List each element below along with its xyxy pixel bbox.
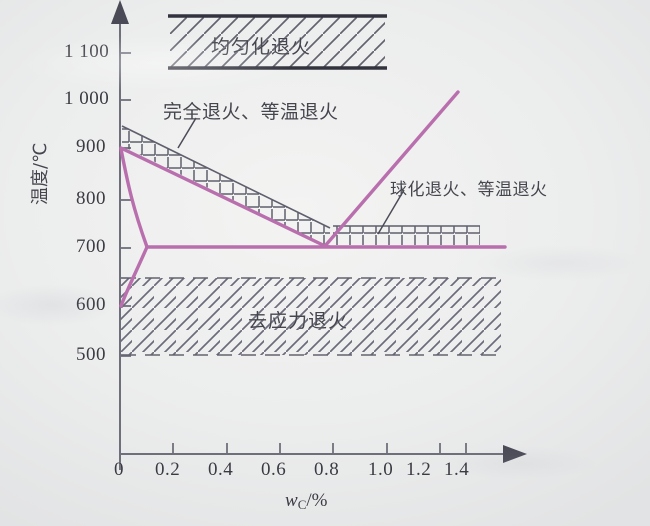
y-tick-900: 900 <box>76 136 106 157</box>
label-stress-relief: 去应力退火 <box>248 310 349 332</box>
y-tick-1000: 1 000 <box>64 88 110 109</box>
line-alpha-gamma <box>119 147 149 249</box>
region-spheroidizing <box>333 225 480 245</box>
region-stress-relief <box>121 277 501 356</box>
x-tick-08: 0.8 <box>314 459 340 480</box>
line-a3 <box>119 146 327 248</box>
x-axis-title: wC/% <box>285 490 327 513</box>
label-full-annealing: 完全退火、等温退火 <box>163 101 339 123</box>
region-full-annealing <box>121 125 331 247</box>
region-homogenizing <box>168 14 387 70</box>
x-axis-ticks <box>172 443 467 454</box>
line-acm <box>323 90 460 248</box>
x-tick-04: 0.4 <box>208 459 234 480</box>
x-axis-title-unit: /% <box>306 490 328 511</box>
x-tick-12: 1.2 <box>406 459 432 480</box>
label-homogenizing: 均匀化退火 <box>211 36 312 58</box>
y-tick-1100: 1 100 <box>64 41 110 62</box>
x-tick-02: 0.2 <box>155 459 181 480</box>
axes-group <box>111 0 527 470</box>
y-tick-800: 800 <box>76 188 106 209</box>
label-spheroidizing: 球化退火、等温退火 <box>390 180 548 200</box>
y-tick-500: 500 <box>76 344 106 365</box>
line-alpha-solubility <box>119 245 149 308</box>
x-tick-10: 1.0 <box>368 459 394 480</box>
phase-boundary-lines <box>119 90 507 308</box>
x-tick-14: 1.4 <box>444 459 470 480</box>
y-tick-700: 700 <box>76 236 106 257</box>
x-axis-title-symbol: w <box>285 490 298 511</box>
x-axis-title-subscript: C <box>297 497 307 512</box>
x-tick-06: 0.6 <box>261 459 287 480</box>
y-axis-title: 温度/℃ <box>30 142 51 205</box>
x-tick-0: 0 <box>114 459 124 480</box>
y-tick-600: 600 <box>76 294 106 315</box>
